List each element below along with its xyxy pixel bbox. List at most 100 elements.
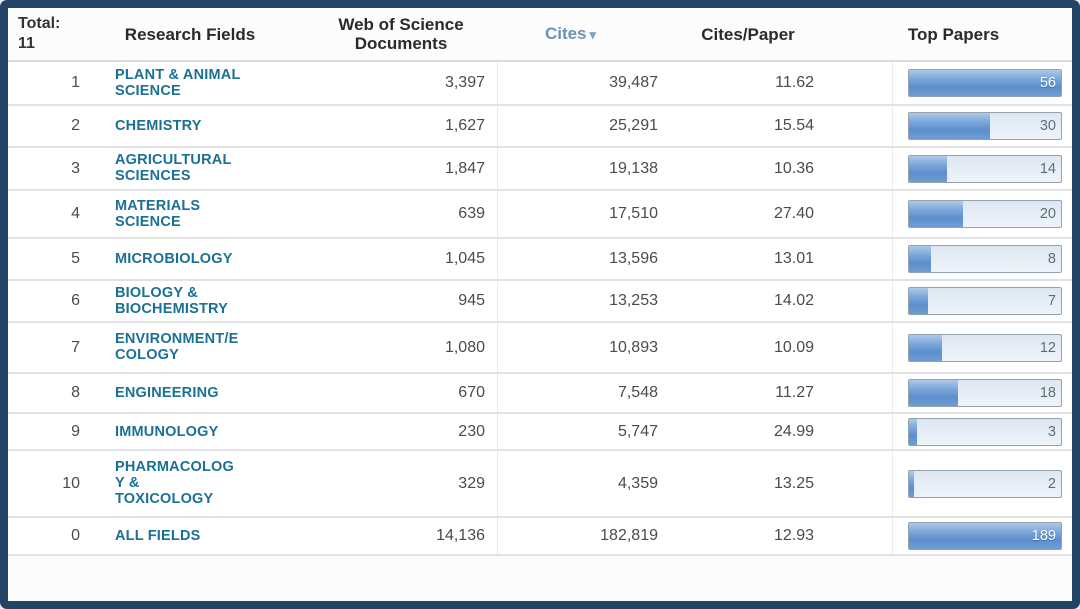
research-field-link[interactable]: ENVIRONMENT/E COLOGY <box>115 331 239 363</box>
table-row: 7 ENVIRONMENT/E COLOGY 1,080 10,893 10.0… <box>8 323 1072 374</box>
top-papers-bar: 2 <box>908 469 1062 498</box>
column-header-cites-sort[interactable]: Cites ▾ <box>498 24 693 44</box>
rank-cell: 10 <box>62 474 80 492</box>
total-value: 11 <box>18 35 35 52</box>
cites-cell: 10,893 <box>609 338 658 356</box>
top-papers-bar: 18 <box>908 379 1062 407</box>
top-papers-cell: 18 <box>893 379 1072 407</box>
top-papers-bar-fill <box>909 201 964 227</box>
top-papers-bar-fill <box>909 155 947 182</box>
top-papers-bar-fill <box>909 246 931 272</box>
documents-cell: 230 <box>312 414 498 449</box>
table-row: 4 MATERIALS SCIENCE 639 17,510 27.40 20 <box>8 191 1072 239</box>
top-papers-bar: 7 <box>908 287 1062 315</box>
top-papers-bar-fill <box>909 523 1061 549</box>
field-cell: CHEMISTRY <box>100 117 312 135</box>
documents-cell: 1,080 <box>312 323 498 372</box>
top-papers-cell: 20 <box>893 200 1072 228</box>
top-papers-value: 56 <box>1039 75 1056 91</box>
cites-per-paper-cell: 24.99 <box>693 414 893 449</box>
research-field-link[interactable]: ALL FIELDS <box>115 528 201 544</box>
top-papers-bar-fill <box>909 470 915 497</box>
rank-cell: 5 <box>71 250 80 267</box>
field-cell: IMMUNOLOGY <box>100 423 312 441</box>
rank-cell: 3 <box>71 159 80 177</box>
field-cell: MICROBIOLOGY <box>100 250 312 268</box>
column-header-documents: Web of Science Documents <box>338 15 464 53</box>
cites-cell: 13,253 <box>609 292 658 309</box>
field-cell: ALL FIELDS <box>100 527 312 545</box>
field-cell: ENVIRONMENT/E COLOGY <box>100 331 312 364</box>
cites-per-paper-cell: 11.27 <box>693 374 893 412</box>
table-row: 1 PLANT & ANIMAL SCIENCE 3,397 39,487 11… <box>8 62 1072 106</box>
rank-cell: 1 <box>71 74 80 91</box>
cites-per-paper-cell: 12.93 <box>693 518 893 554</box>
top-papers-value: 8 <box>1047 251 1056 267</box>
research-field-link[interactable]: AGRICULTURAL SCIENCES <box>115 152 232 184</box>
documents-cell: 1,045 <box>312 239 498 279</box>
research-field-link[interactable]: MATERIALS SCIENCE <box>115 197 201 230</box>
cites-cell: 4,359 <box>617 474 658 492</box>
column-header-top-papers: Top Papers <box>907 24 1000 44</box>
documents-cell: 945 <box>312 281 498 321</box>
cites-per-paper-cell: 13.01 <box>693 239 893 279</box>
table-row: 9 IMMUNOLOGY 230 5,747 24.99 3 <box>8 414 1072 451</box>
top-papers-cell: 30 <box>893 112 1072 140</box>
table-row: 10 PHARMACOLOG Y & TOXICOLOGY 329 4,359 … <box>8 451 1072 518</box>
cites-per-paper-cell: 11.62 <box>693 62 893 104</box>
research-field-link[interactable]: MICROBIOLOGY <box>115 251 233 267</box>
cites-per-paper-cell: 10.36 <box>693 148 893 189</box>
field-cell: AGRICULTURAL SCIENCES <box>100 152 312 185</box>
top-papers-bar-fill <box>909 334 942 361</box>
cites-per-paper-cell: 10.09 <box>693 323 893 372</box>
top-papers-bar: 8 <box>908 245 1062 273</box>
cites-header-label: Cites <box>544 24 587 43</box>
top-papers-value: 189 <box>1031 528 1056 544</box>
top-papers-cell: 2 <box>893 469 1072 498</box>
cites-cell: 25,291 <box>609 117 658 134</box>
cites-cell: 17,510 <box>609 205 658 222</box>
total-count: Total: 11 <box>8 8 100 54</box>
top-papers-bar: 56 <box>908 69 1062 97</box>
rank-cell: 8 <box>71 384 80 401</box>
cites-per-paper-cell: 27.40 <box>693 191 893 237</box>
top-papers-bar-fill <box>909 70 1061 96</box>
research-field-link[interactable]: BIOLOGY & BIOCHEMISTRY <box>115 284 229 317</box>
research-field-link[interactable]: CHEMISTRY <box>115 118 202 134</box>
documents-cell: 670 <box>312 374 498 412</box>
cites-cell: 39,487 <box>609 74 658 91</box>
documents-cell: 1,847 <box>312 148 498 189</box>
column-header-research-fields: Research Fields <box>124 24 256 44</box>
column-header-cites-per-paper: Cites/Paper <box>701 24 795 44</box>
research-field-link[interactable]: ENGINEERING <box>115 385 219 401</box>
field-cell: ENGINEERING <box>100 384 312 402</box>
table-row: 2 CHEMISTRY 1,627 25,291 15.54 30 <box>8 106 1072 148</box>
top-papers-bar-fill <box>909 288 928 314</box>
documents-cell: 14,136 <box>312 518 498 554</box>
rank-cell: 9 <box>71 422 80 440</box>
table-row: 3 AGRICULTURAL SCIENCES 1,847 19,138 10.… <box>8 148 1072 191</box>
rank-cell: 0 <box>71 527 80 544</box>
research-field-link[interactable]: IMMUNOLOGY <box>115 423 219 440</box>
top-papers-cell: 189 <box>893 522 1072 550</box>
table-row: 6 BIOLOGY & BIOCHEMISTRY 945 13,253 14.0… <box>8 281 1072 323</box>
top-papers-bar-fill <box>909 418 918 445</box>
rank-cell: 6 <box>71 292 80 309</box>
top-papers-bar: 12 <box>908 333 1062 362</box>
table-body: 1 PLANT & ANIMAL SCIENCE 3,397 39,487 11… <box>8 62 1072 556</box>
total-label: Total: <box>18 15 61 32</box>
field-cell: MATERIALS SCIENCE <box>100 198 312 231</box>
top-papers-value: 18 <box>1039 385 1056 401</box>
table-row: 5 MICROBIOLOGY 1,045 13,596 13.01 8 <box>8 239 1072 281</box>
research-field-link[interactable]: PLANT & ANIMAL SCIENCE <box>115 66 241 99</box>
top-papers-cell: 14 <box>893 154 1072 183</box>
cites-cell: 19,138 <box>609 159 658 177</box>
top-papers-cell: 8 <box>893 245 1072 273</box>
field-cell: BIOLOGY & BIOCHEMISTRY <box>100 285 312 318</box>
table-row: 8 ENGINEERING 670 7,548 11.27 18 <box>8 374 1072 414</box>
documents-cell: 1,627 <box>312 106 498 146</box>
top-papers-bar: 189 <box>908 522 1062 550</box>
field-cell: PLANT & ANIMAL SCIENCE <box>100 67 312 100</box>
table-header-row: Total: 11 Research Fields Web of Science… <box>8 8 1072 62</box>
research-field-link[interactable]: PHARMACOLOG Y & TOXICOLOGY <box>115 459 235 507</box>
